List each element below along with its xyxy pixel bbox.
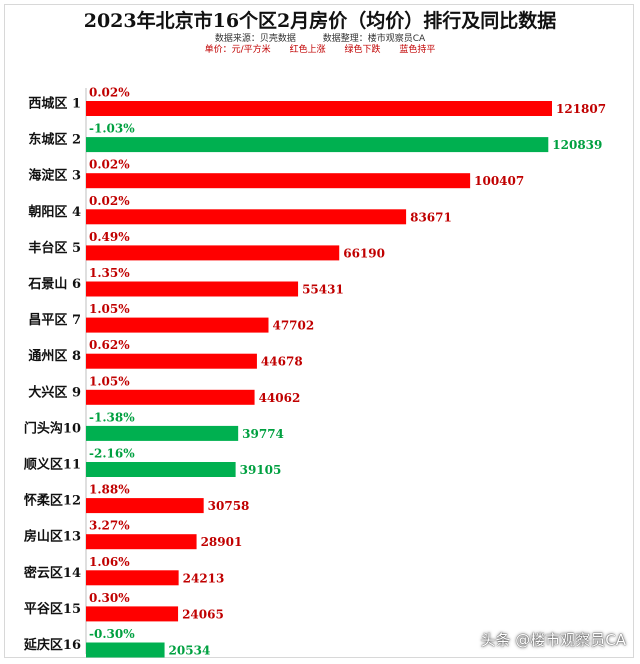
legend-down: 绿色下跌 <box>344 45 381 55</box>
chart-title: 2023年北京市16个区2月房价（均价）排行及同比数据 <box>83 10 557 32</box>
bar <box>86 317 269 333</box>
value-label: 66190 <box>343 246 385 260</box>
category-label: 延庆区16 <box>23 637 81 653</box>
bar <box>86 173 471 189</box>
yoy-change-label: 0.62% <box>89 338 130 352</box>
category-label: 大兴区 9 <box>28 384 81 400</box>
bar <box>86 209 407 225</box>
bar <box>86 245 340 261</box>
data-compiler: 数据整理：楼市观察员CA <box>322 34 426 44</box>
value-label: 24065 <box>182 607 224 621</box>
value-label: 83671 <box>410 210 452 224</box>
yoy-change-label: 0.02% <box>89 158 130 172</box>
bar <box>86 498 204 514</box>
bar <box>86 570 179 586</box>
value-label: 47702 <box>272 319 314 333</box>
bar <box>86 606 179 622</box>
chart-frame <box>4 4 634 658</box>
value-label: 55431 <box>302 283 344 297</box>
category-label: 门头沟10 <box>24 420 81 436</box>
yoy-change-label: 1.06% <box>89 555 130 569</box>
category-label: 石景山 6 <box>27 276 81 292</box>
category-label: 密云区14 <box>23 565 81 581</box>
category-label: 海淀区 3 <box>28 168 81 184</box>
value-label: 120839 <box>552 138 602 152</box>
legend-up: 红色上涨 <box>289 45 326 55</box>
category-label: 西城区 1 <box>28 96 81 112</box>
category-label: 平谷区15 <box>24 601 81 617</box>
value-label: 39774 <box>242 427 284 441</box>
value-label: 121807 <box>556 102 606 116</box>
category-label: 丰台区 5 <box>28 240 81 256</box>
category-label: 顺义区11 <box>24 457 81 473</box>
value-label: 24213 <box>183 571 225 585</box>
bar <box>86 425 239 441</box>
value-label: 39105 <box>240 463 282 477</box>
bar <box>86 642 165 658</box>
data-source: 数据来源：贝壳数据 <box>214 34 296 44</box>
yoy-change-label: 1.05% <box>89 302 130 316</box>
yoy-change-label: 0.02% <box>89 194 130 208</box>
category-label: 怀柔区12 <box>24 493 81 509</box>
category-label: 昌平区 7 <box>28 313 81 328</box>
yoy-change-label: -0.30% <box>89 627 135 641</box>
yoy-change-label: -1.38% <box>89 410 135 424</box>
watermark: 头条 @楼市观察员CA <box>480 631 626 649</box>
yoy-change-label: 1.05% <box>89 374 130 388</box>
category-label: 东城区 2 <box>28 132 81 148</box>
unit-legend-line: 单价：元/平方米 红色上涨 绿色下跌 蓝色持平 <box>0 42 640 55</box>
value-label: 44062 <box>259 391 301 405</box>
value-label: 30758 <box>208 499 250 513</box>
value-label: 28901 <box>201 535 243 549</box>
category-label: 房山区13 <box>24 529 81 545</box>
bar <box>86 462 236 477</box>
bar <box>86 534 197 550</box>
bar <box>86 101 552 116</box>
yoy-change-label: -2.16% <box>89 447 135 461</box>
yoy-change-label: 1.35% <box>89 266 130 280</box>
yoy-change-label: 0.49% <box>89 230 130 244</box>
yoy-change-label: -1.03% <box>89 122 135 136</box>
bar <box>86 137 549 153</box>
bar <box>86 389 255 405</box>
source-line: 数据来源：贝壳数据 数据整理：楼市观察员CA <box>0 31 640 44</box>
value-label: 44678 <box>261 355 303 369</box>
unit-label: 单价：元/平方米 <box>204 45 271 55</box>
yoy-change-label: 3.27% <box>89 519 130 533</box>
yoy-change-label: 1.88% <box>89 483 130 497</box>
bar <box>86 353 257 369</box>
yoy-change-label: 0.02% <box>89 86 130 100</box>
bar <box>86 281 299 297</box>
yoy-change-label: 0.30% <box>89 591 130 605</box>
legend-flat: 蓝色持平 <box>399 45 436 55</box>
category-label: 通州区 8 <box>28 348 81 364</box>
category-label: 朝阳区 4 <box>28 204 81 220</box>
value-label: 100407 <box>474 174 524 188</box>
value-label: 20534 <box>169 644 211 658</box>
